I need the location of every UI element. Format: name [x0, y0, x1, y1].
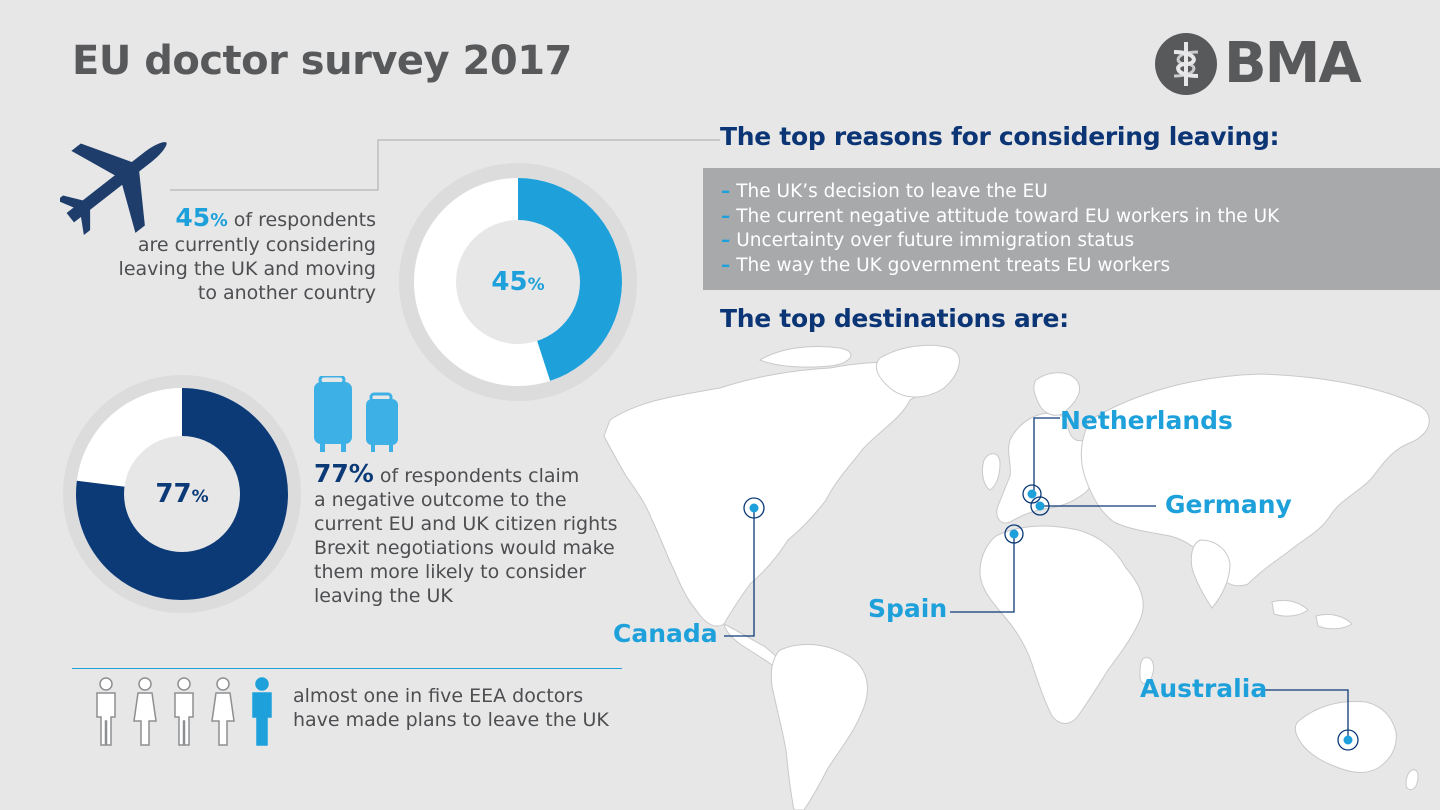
world-map	[603, 344, 1430, 810]
page-title: EU doctor survey 2017	[72, 38, 572, 84]
person-icon	[133, 677, 157, 746]
considering-stat-text: 45% of respondents are currently conside…	[118, 203, 376, 304]
donut-77: 77%	[63, 375, 301, 613]
bma-logo: BMA	[1154, 32, 1368, 96]
donut-77-label: 77%	[155, 479, 208, 509]
reasons-title: The top reasons for considering leaving:	[720, 122, 1280, 151]
country-label-canada: Canada	[613, 619, 718, 648]
country-label-germany: Germany	[1165, 490, 1292, 519]
world-map-land	[603, 344, 1430, 810]
donut-45-label: 45%	[491, 267, 544, 297]
donut-45: 45%	[399, 163, 637, 401]
reason-item: – The UK’s decision to leave the EU	[721, 181, 1048, 202]
person-icon	[174, 677, 194, 746]
people-row	[96, 677, 272, 746]
reasons-box: – The UK’s decision to leave the EU – The …	[703, 168, 1440, 290]
negative-stat-text: 77% of respondents claim a negative outc…	[314, 459, 618, 607]
bma-logo-text: BMA	[1224, 31, 1362, 96]
country-label-netherlands: Netherlands	[1060, 406, 1233, 435]
considering-pct: 45%	[175, 203, 228, 232]
marker-canada	[743, 497, 765, 519]
person-icon	[211, 677, 235, 746]
bma-logo-icon	[1155, 33, 1217, 95]
plans-stat-text: almost one in five EEA doctors have made…	[293, 685, 609, 731]
map-markers	[743, 484, 1359, 751]
map-leader-lines	[724, 417, 1349, 740]
person-icon	[252, 677, 272, 746]
country-label-australia: Australia	[1140, 674, 1268, 703]
negative-pct: 77%	[314, 459, 374, 488]
reason-item: – The current negative attitude toward EU…	[721, 205, 1280, 227]
reason-item: – Uncertainty over future immigration sta…	[721, 230, 1135, 251]
reasons-list: – The UK’s decision to leave the EU – The …	[703, 168, 1440, 278]
marker-australia	[1337, 729, 1359, 751]
luggage-icon	[314, 376, 398, 452]
section-divider	[72, 668, 622, 669]
plane-connector	[60, 139, 720, 236]
destinations-title: The top destinations are:	[720, 304, 1069, 333]
person-icon	[96, 677, 116, 746]
marker-germany	[1030, 496, 1050, 516]
marker-spain	[1004, 524, 1024, 544]
country-label-spain: Spain	[868, 594, 948, 623]
reason-item: – The way the UK government treats EU wor…	[721, 254, 1171, 276]
plane-icon	[60, 142, 167, 236]
